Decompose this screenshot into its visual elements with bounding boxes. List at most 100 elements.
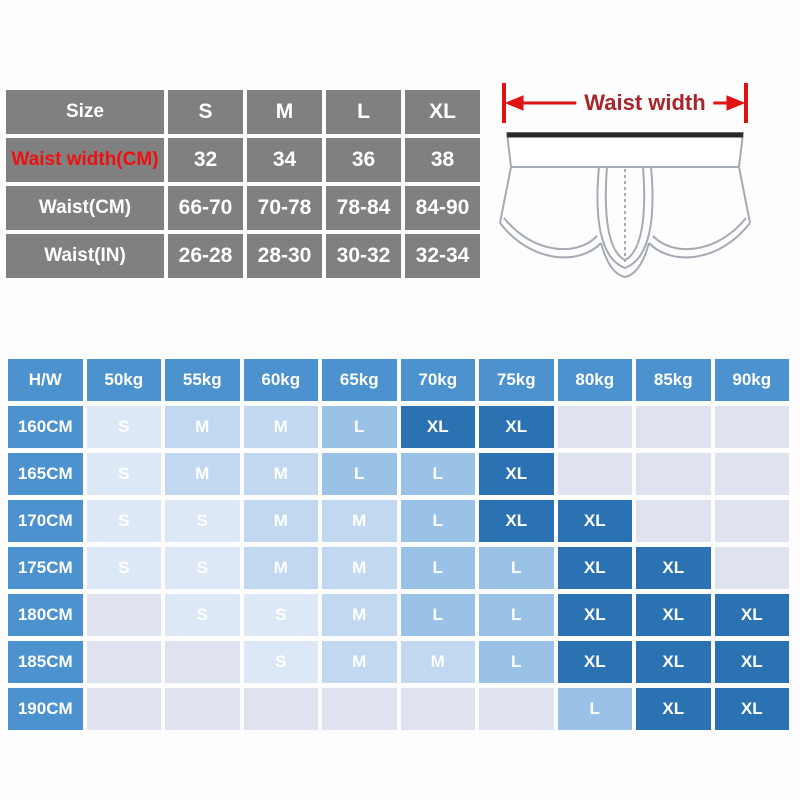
hw-size-cell: L (400, 594, 475, 636)
hw-empty-cell (557, 453, 632, 495)
size-table-col-header: M (247, 90, 322, 134)
hw-empty-cell (165, 641, 240, 683)
hw-size-cell: XL (400, 406, 475, 448)
size-table-row-label: Waist(CM) (6, 186, 164, 230)
hw-row-label: 185CM (8, 641, 83, 683)
size-table-col-header: S (168, 90, 243, 134)
hw-col-header: 85kg (636, 359, 711, 401)
hw-size-cell: L (400, 500, 475, 542)
size-table-cell: 34 (247, 138, 322, 182)
hw-size-cell: XL (714, 641, 789, 683)
hw-col-header: 90kg (714, 359, 789, 401)
hw-size-cell: M (243, 500, 318, 542)
hw-row-label: 160CM (8, 406, 83, 448)
hw-size-cell: S (165, 547, 240, 589)
size-table-cell: 38 (405, 138, 480, 182)
hw-empty-cell (557, 406, 632, 448)
hw-size-cell: S (86, 547, 161, 589)
hw-empty-cell (400, 688, 475, 730)
hw-col-header: 50kg (86, 359, 161, 401)
size-table-row-label: Waist(IN) (6, 234, 164, 278)
pouch-outline (596, 166, 654, 270)
waist-width-label: Waist width (576, 90, 714, 116)
hw-size-cell: L (400, 453, 475, 495)
hw-size-cell: L (400, 547, 475, 589)
hw-empty-cell (86, 641, 161, 683)
hw-size-cell: L (479, 641, 554, 683)
hw-size-cell: XL (636, 688, 711, 730)
hw-empty-cell (479, 688, 554, 730)
hw-empty-cell (714, 500, 789, 542)
underwear-illustration: Waist width (495, 73, 795, 318)
hw-size-cell: L (479, 594, 554, 636)
size-table-col-header: XL (405, 90, 480, 134)
hw-size-cell: XL (557, 594, 632, 636)
hw-empty-cell (714, 406, 789, 448)
hw-empty-cell (86, 594, 161, 636)
hw-size-cell: XL (714, 688, 789, 730)
briefs-drawing (499, 83, 751, 279)
hw-size-cell: M (400, 641, 475, 683)
hw-size-cell: XL (636, 641, 711, 683)
size-table-cell: 66-70 (168, 186, 243, 230)
hw-size-cell: M (322, 547, 397, 589)
hw-row-label: 170CM (8, 500, 83, 542)
hw-size-cell: L (557, 688, 632, 730)
size-table-cell: 32 (168, 138, 243, 182)
hw-size-cell: M (322, 500, 397, 542)
hw-size-cell: S (165, 500, 240, 542)
hw-empty-cell (714, 547, 789, 589)
size-table-cell: 84-90 (405, 186, 480, 230)
hw-empty-cell (86, 688, 161, 730)
hw-size-cell: M (243, 406, 318, 448)
hw-size-cell: XL (714, 594, 789, 636)
hw-size-cell: S (165, 594, 240, 636)
hw-row-label: 165CM (8, 453, 83, 495)
hw-size-cell: S (86, 500, 161, 542)
waistband-shape (505, 132, 745, 168)
size-table-cell: 30-32 (326, 234, 401, 278)
hw-col-header: 70kg (400, 359, 475, 401)
hw-empty-cell (243, 688, 318, 730)
hw-size-cell: M (165, 453, 240, 495)
size-table-cell: 26-28 (168, 234, 243, 278)
hw-empty-cell (636, 500, 711, 542)
hw-size-cell: L (479, 547, 554, 589)
hw-size-cell: S (86, 453, 161, 495)
hw-empty-cell (165, 688, 240, 730)
hw-size-cell: XL (479, 406, 554, 448)
hw-size-cell: XL (479, 453, 554, 495)
hw-size-cell: M (243, 453, 318, 495)
size-table-cell: 36 (326, 138, 401, 182)
size-table-cell: 78-84 (326, 186, 401, 230)
hw-row-label: 190CM (8, 688, 83, 730)
hw-size-cell: M (243, 547, 318, 589)
hw-empty-cell (636, 453, 711, 495)
size-table-row-label: Waist width(CM) (6, 138, 164, 182)
size-table: Size S M L XL Waist width(CM) 32 34 36 38 Waist(CM… (6, 90, 480, 278)
size-table-cell: 28-30 (247, 234, 322, 278)
hw-size-cell: XL (636, 594, 711, 636)
hw-size-cell: XL (479, 500, 554, 542)
size-table-col-header: L (326, 90, 401, 134)
hw-size-cell: XL (636, 547, 711, 589)
hw-size-cell: M (322, 594, 397, 636)
hw-row-label: 175CM (8, 547, 83, 589)
hw-size-cell: XL (557, 547, 632, 589)
size-table-corner-header: Size (6, 90, 164, 134)
hw-size-cell: L (322, 406, 397, 448)
hw-col-header: 65kg (322, 359, 397, 401)
briefs-body (499, 166, 751, 279)
hw-size-cell: S (243, 641, 318, 683)
hw-empty-cell (322, 688, 397, 730)
hw-size-cell: M (322, 641, 397, 683)
hw-empty-cell (714, 453, 789, 495)
size-table-cell: 32-34 (405, 234, 480, 278)
hw-row-label: 180CM (8, 594, 83, 636)
height-weight-table: H/W 50kg 55kg 60kg 65kg 70kg 75kg 80kg 85kg 90kg 1… (8, 359, 789, 730)
hw-col-header: 80kg (557, 359, 632, 401)
hw-empty-cell (636, 406, 711, 448)
hw-corner-header: H/W (8, 359, 83, 401)
hw-size-cell: XL (557, 641, 632, 683)
hw-col-header: 55kg (165, 359, 240, 401)
